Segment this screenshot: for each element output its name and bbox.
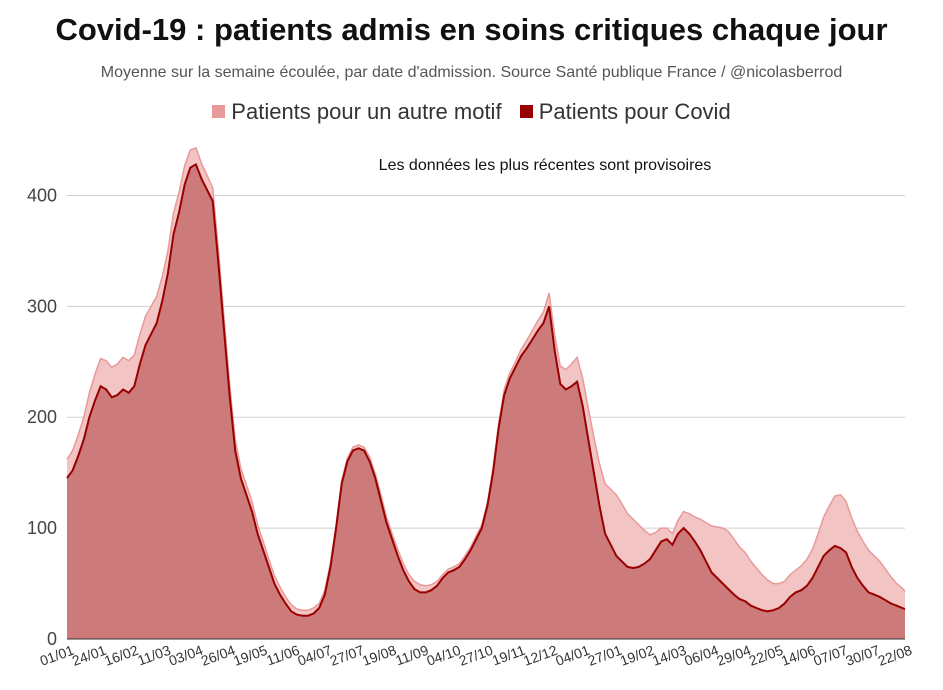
x-tick-label: 19/08 — [360, 642, 399, 669]
y-tick-label: 0 — [47, 629, 57, 649]
legend: Patients pour un autre motif Patients po… — [0, 99, 943, 125]
y-tick-label: 300 — [27, 296, 57, 316]
y-tick-label: 400 — [27, 185, 57, 205]
x-axis: 01/0124/0116/0211/0303/0426/0419/0511/06… — [38, 642, 915, 669]
y-tick-label: 100 — [27, 518, 57, 538]
x-tick-label: 16/02 — [102, 642, 141, 669]
x-tick-label: 19/05 — [231, 642, 270, 669]
legend-swatch-covid — [519, 105, 533, 118]
x-tick-label: 27/10 — [457, 642, 496, 669]
legend-label-other: Patients pour un autre motif — [231, 99, 502, 124]
y-axis: 0 100 200 300 400 — [27, 185, 57, 649]
chart-subtitle: Moyenne sur la semaine écoulée, par date… — [100, 64, 843, 81]
series-area-covid — [67, 164, 905, 639]
legend-label-covid: Patients pour Covid — [538, 99, 731, 124]
chart-annotation: Les données les plus récentes sont provi… — [379, 157, 712, 174]
x-tick-label: 22/08 — [876, 642, 915, 669]
legend-item-covid: Patients pour Covid — [519, 99, 731, 125]
legend-item-other: Patients pour un autre motif — [212, 99, 502, 125]
series-line-covid — [66, 162, 906, 617]
legend-swatch-other — [212, 105, 226, 118]
chart-title: Covid-19 : patients admis en soins criti… — [55, 12, 888, 47]
y-tick-label: 200 — [27, 407, 57, 427]
